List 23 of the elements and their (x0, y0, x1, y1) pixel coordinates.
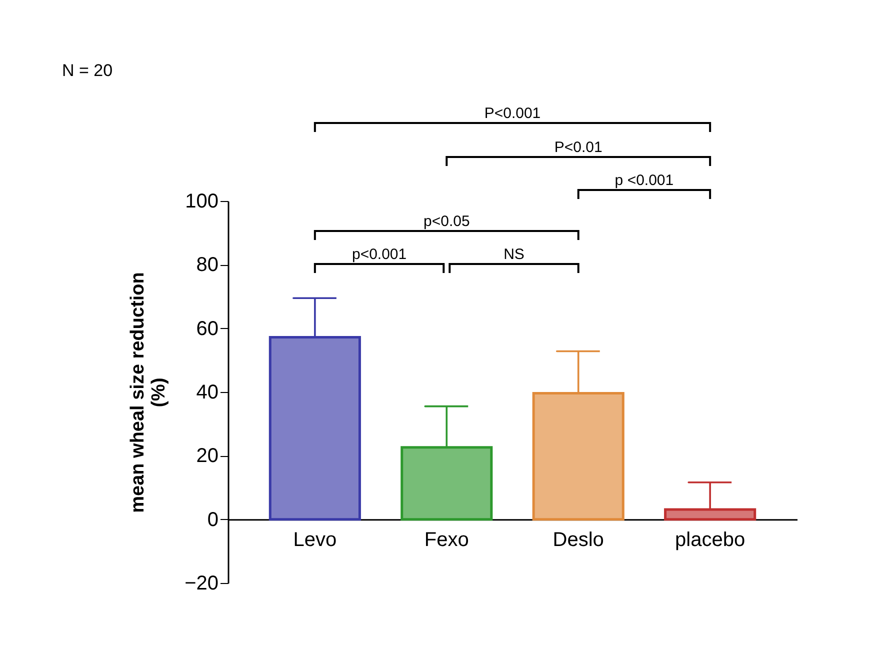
bar (400, 446, 493, 521)
text: N = 20 (62, 61, 113, 80)
y-tick-label: 60 (196, 318, 218, 340)
text: P<0.001 (484, 105, 541, 122)
y-tick-label: 100 (185, 190, 218, 212)
text: p <0.001 (614, 172, 674, 189)
bar (268, 336, 361, 521)
y-tick-label: 40 (196, 382, 218, 404)
y-tick-label: 80 (196, 254, 218, 276)
y-tick-label: 0 (207, 508, 218, 531)
y-tick-label: 20 (196, 445, 218, 468)
x-tick-label: Levo (293, 528, 337, 551)
x-tick-label: placebo (675, 528, 746, 551)
y-tick-label: −20 (184, 572, 218, 594)
x-tick-label: Fexo (424, 528, 469, 551)
annotation: p<0.001 (352, 246, 407, 263)
bar (664, 508, 756, 521)
x-tick-label: Deslo (552, 528, 604, 551)
annotation: p<0.05 (423, 213, 470, 230)
y-axis-title: mean wheal size reduction (%) (128, 272, 170, 513)
bar (532, 392, 624, 521)
text: P<0.01 (554, 139, 602, 156)
annotation: NS (504, 246, 524, 263)
